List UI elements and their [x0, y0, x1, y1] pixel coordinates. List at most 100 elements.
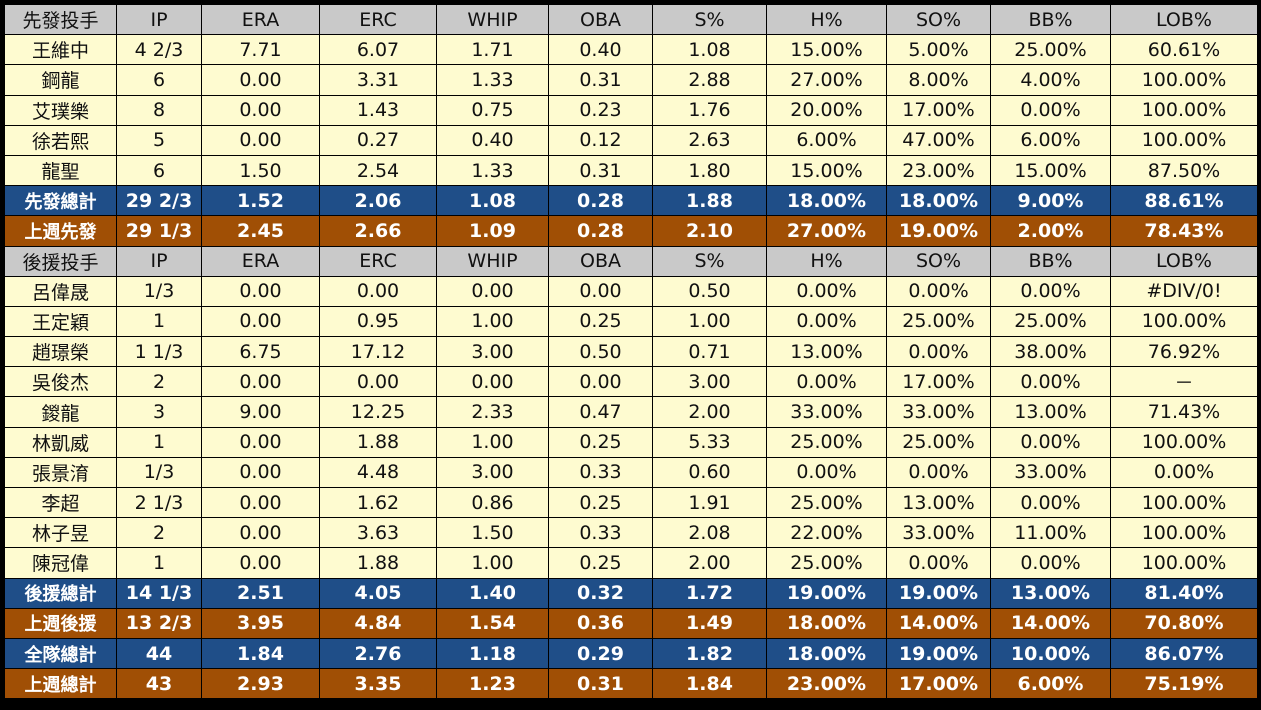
team-last-week-row-ip-cell: 43 — [116, 668, 202, 700]
team-total-row-so-pct-cell: 19.00% — [886, 637, 991, 670]
reliever-row-bb-pct-cell: 11.00% — [990, 517, 1111, 549]
reliever-row-bb-pct-cell: 13.00% — [990, 396, 1111, 428]
starters-total-row-lob-pct-cell: 88.61% — [1110, 185, 1258, 217]
starter-row-pitcher-cell: 龍聖 — [4, 154, 117, 187]
reliever-row-era-cell: 6.75 — [201, 336, 320, 368]
starter-row: 龍聖 6 1.50 2.54 1.33 0.31 1.80 15.00% 23.00% 15.00… — [4, 154, 1258, 187]
relievers-total-row: 後援總計 14 1/3 2.51 4.05 1.40 0.32 1.72 19.00% 19.0… — [4, 577, 1258, 609]
reliever-row-erc-cell: 12.25 — [319, 396, 437, 428]
starter-row-era-cell: 0.00 — [201, 94, 320, 126]
reliever-row-erc-cell: 17.12 — [319, 336, 437, 368]
reliever-row-erc-cell: 1.88 — [319, 426, 437, 458]
starters-last-week-row-ip-cell: 29 1/3 — [116, 215, 202, 247]
reliever-row-h-pct-cell: 25.00% — [766, 426, 887, 458]
starter-row-bb-pct-cell: 4.00% — [990, 64, 1111, 96]
starter-row: 徐若熙 5 0.00 0.27 0.40 0.12 2.63 6.00% 47.00% 6.00%… — [4, 124, 1258, 156]
reliever-row-whip-cell: 1.00 — [436, 305, 549, 338]
reliever-row-h-pct-cell: 0.00% — [766, 275, 887, 307]
starter-row-h-pct-cell: 27.00% — [766, 64, 887, 96]
starter-row-pitcher-cell: 艾璞樂 — [4, 94, 117, 126]
reliever-row-pitcher-cell: 鍐龍 — [4, 396, 117, 428]
starters-header-row-h-pct-cell: H% — [766, 3, 887, 36]
relievers-last-week-row-bb-pct-cell: 14.00% — [990, 607, 1111, 639]
starter-row-so-pct-cell: 5.00% — [886, 34, 991, 66]
starter-row-lob-pct-cell: 100.00% — [1110, 64, 1258, 96]
starter-row-era-cell: 1.50 — [201, 154, 320, 187]
pitching-stats-table: 先發投手 IP ERA ERC WHIP OBA S% H% SO% BB% LOB% 王維中 4 2/… — [4, 3, 1258, 700]
relievers-header-row-oba-cell: OBA — [548, 245, 653, 277]
starter-row-erc-cell: 3.31 — [319, 64, 437, 96]
starter-row-ip-cell: 6 — [116, 64, 202, 96]
team-last-week-row-pitcher-cell: 上週總計 — [4, 668, 117, 700]
reliever-row-whip-cell: 3.00 — [436, 456, 549, 489]
relievers-last-week-row-whip-cell: 1.54 — [436, 607, 549, 639]
pitching-stats-sheet: 先發投手 IP ERA ERC WHIP OBA S% H% SO% BB% LOB% 王維中 4 2/… — [4, 3, 1258, 700]
reliever-row-ip-cell: 1/3 — [116, 275, 202, 307]
starter-row-h-pct-cell: 20.00% — [766, 94, 887, 126]
starters-header-row-pitcher-cell: 先發投手 — [4, 3, 117, 36]
reliever-row-so-pct-cell: 0.00% — [886, 336, 991, 368]
reliever-row: 林凱威 1 0.00 1.88 1.00 0.25 5.33 25.00% 25.00% 0.00… — [4, 426, 1258, 458]
starter-row-s-pct-cell: 2.88 — [652, 64, 767, 96]
starters-header-row: 先發投手 IP ERA ERC WHIP OBA S% H% SO% BB% LOB% — [4, 3, 1258, 36]
team-last-week-row-erc-cell: 3.35 — [319, 668, 437, 700]
starters-last-week-row-h-pct-cell: 27.00% — [766, 215, 887, 247]
starter-row-bb-pct-cell: 6.00% — [990, 124, 1111, 156]
starter-row-bb-pct-cell: 25.00% — [990, 34, 1111, 66]
reliever-row-whip-cell: 0.86 — [436, 486, 549, 519]
starter-row-lob-pct-cell: 100.00% — [1110, 94, 1258, 126]
relievers-header-row-era-cell: ERA — [201, 245, 320, 277]
reliever-row-erc-cell: 4.48 — [319, 456, 437, 489]
starters-total-row-bb-pct-cell: 9.00% — [990, 185, 1111, 217]
starters-header-row-ip-cell: IP — [116, 3, 202, 36]
starter-row-so-pct-cell: 23.00% — [886, 154, 991, 187]
reliever-row-ip-cell: 1 — [116, 305, 202, 338]
reliever-row-so-pct-cell: 13.00% — [886, 486, 991, 519]
reliever-row-oba-cell: 0.25 — [548, 305, 653, 338]
starter-row-whip-cell: 1.33 — [436, 64, 549, 96]
reliever-row-s-pct-cell: 1.91 — [652, 486, 767, 519]
reliever-row-erc-cell: 0.00 — [319, 275, 437, 307]
reliever-row-bb-pct-cell: 33.00% — [990, 456, 1111, 489]
starter-row-whip-cell: 0.40 — [436, 124, 549, 156]
relievers-header-row-erc-cell: ERC — [319, 245, 437, 277]
reliever-row-oba-cell: 0.00 — [548, 366, 653, 398]
reliever-row-era-cell: 9.00 — [201, 396, 320, 428]
reliever-row-lob-pct-cell: 100.00% — [1110, 426, 1258, 458]
reliever-row: 鍐龍 3 9.00 12.25 2.33 0.47 2.00 33.00% 33.00% 13.0… — [4, 396, 1258, 428]
reliever-row-lob-pct-cell: 100.00% — [1110, 517, 1258, 549]
reliever-row: 張景淯 1/3 0.00 4.48 3.00 0.33 0.60 0.00% 0.00% 33.0… — [4, 456, 1258, 489]
reliever-row-pitcher-cell: 陳冠偉 — [4, 547, 117, 579]
starter-row-erc-cell: 6.07 — [319, 34, 437, 66]
starter-row-ip-cell: 5 — [116, 124, 202, 156]
reliever-row-h-pct-cell: 0.00% — [766, 456, 887, 489]
reliever-row-era-cell: 0.00 — [201, 366, 320, 398]
reliever-row-lob-pct-cell: #DIV/0! — [1110, 275, 1258, 307]
relievers-total-row-bb-pct-cell: 13.00% — [990, 577, 1111, 609]
starter-row-pitcher-cell: 徐若熙 — [4, 124, 117, 156]
reliever-row-whip-cell: 3.00 — [436, 336, 549, 368]
reliever-row-bb-pct-cell: 0.00% — [990, 366, 1111, 398]
starter-row-lob-pct-cell: 87.50% — [1110, 154, 1258, 187]
starters-total-row-h-pct-cell: 18.00% — [766, 185, 887, 217]
reliever-row-s-pct-cell: 2.00 — [652, 396, 767, 428]
reliever-row-h-pct-cell: 0.00% — [766, 305, 887, 338]
reliever-row: 李超 2 1/3 0.00 1.62 0.86 0.25 1.91 25.00% 13.00% 0… — [4, 486, 1258, 519]
reliever-row-erc-cell: 3.63 — [319, 517, 437, 549]
starter-row-oba-cell: 0.23 — [548, 94, 653, 126]
reliever-row-ip-cell: 1 — [116, 426, 202, 458]
starters-total-row-ip-cell: 29 2/3 — [116, 185, 202, 217]
relievers-last-week-row-s-pct-cell: 1.49 — [652, 607, 767, 639]
starters-header-row-s-pct-cell: S% — [652, 3, 767, 36]
reliever-row-era-cell: 0.00 — [201, 275, 320, 307]
reliever-row-so-pct-cell: 0.00% — [886, 275, 991, 307]
reliever-row-era-cell: 0.00 — [201, 426, 320, 458]
reliever-row-ip-cell: 2 — [116, 366, 202, 398]
relievers-total-row-erc-cell: 4.05 — [319, 577, 437, 609]
starters-last-week-row-era-cell: 2.45 — [201, 215, 320, 247]
team-last-week-row-bb-pct-cell: 6.00% — [990, 668, 1111, 700]
team-total-row-erc-cell: 2.76 — [319, 637, 437, 670]
reliever-row-oba-cell: 0.00 — [548, 275, 653, 307]
starter-row-ip-cell: 4 2/3 — [116, 34, 202, 66]
reliever-row-h-pct-cell: 33.00% — [766, 396, 887, 428]
